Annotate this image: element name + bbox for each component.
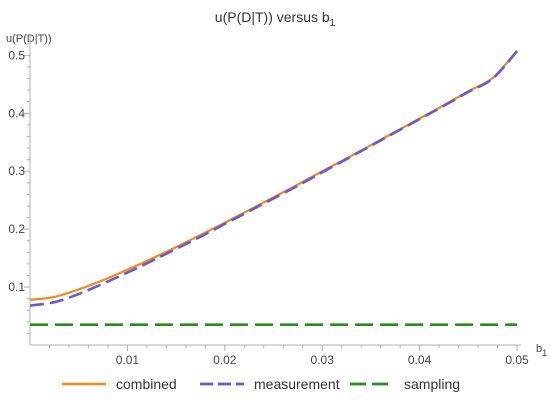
y-tick-label: 0.4 <box>8 106 25 120</box>
x-axis-label: b1 <box>536 343 547 358</box>
legend-label-measurement: measurement <box>254 376 340 392</box>
y-tick-label: 0.5 <box>8 48 25 62</box>
series-line-combined <box>29 50 518 301</box>
y-tick-label: 0.1 <box>8 280 25 294</box>
chart-title: u(P(D|T)) versus b1 <box>215 9 336 29</box>
x-tick-label: 0.02 <box>213 353 237 367</box>
y-tick-label: 0.2 <box>8 222 25 236</box>
y-axis-label: u(P(D|T)) <box>6 33 52 45</box>
series-line-measurement <box>29 50 518 307</box>
plot-area: 0.01 0.02 0.03 0.04 0.05 0.1 0.2 0.3 0.4 0.5 <box>8 34 529 367</box>
x-tick-label: 0.03 <box>311 353 335 367</box>
x-tick-label: 0.05 <box>505 353 529 367</box>
x-tick-label: 0.01 <box>116 353 140 367</box>
y-tick-label: 0.3 <box>8 164 25 178</box>
legend-label-sampling: sampling <box>404 376 460 392</box>
legend-label-combined: combined <box>116 376 177 392</box>
legend: combined measurement sampling <box>62 376 460 392</box>
x-tick-label: 0.04 <box>408 353 432 367</box>
